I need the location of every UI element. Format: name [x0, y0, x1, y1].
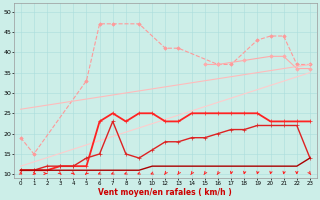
X-axis label: Vent moyen/en rafales ( km/h ): Vent moyen/en rafales ( km/h ) — [99, 188, 232, 197]
